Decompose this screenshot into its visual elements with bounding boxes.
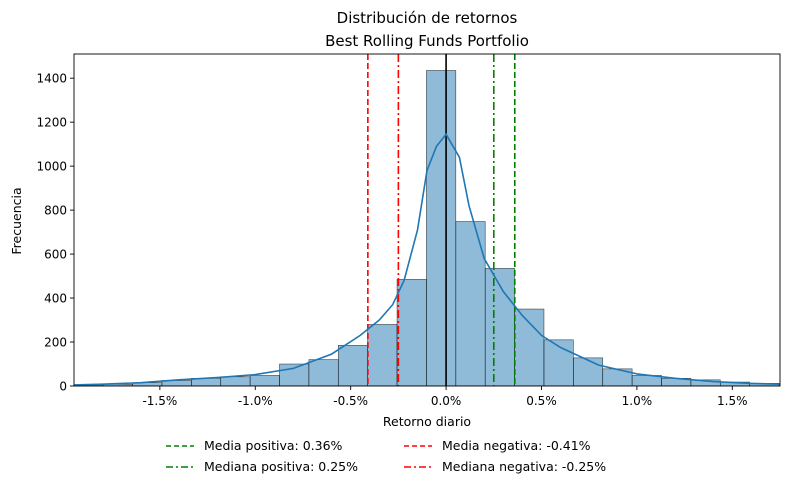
y-tick-label: 200: [44, 336, 67, 350]
histogram-bar: [367, 324, 398, 386]
y-tick-label: 1200: [36, 116, 67, 130]
histogram-bar: [337, 345, 368, 386]
y-tick-label: 800: [44, 204, 67, 218]
histogram-bar: [514, 308, 545, 386]
histogram-bar: [426, 70, 457, 386]
histogram-bar: [573, 357, 604, 386]
x-tick-label: 0.5%: [526, 394, 557, 408]
x-tick-label: -0.5%: [333, 394, 368, 408]
y-tick-label: 1000: [36, 160, 67, 174]
x-tick-label: 0.0%: [431, 394, 462, 408]
histogram-bars: [74, 70, 780, 386]
histogram-bar: [484, 268, 515, 386]
y-tick-label: 1400: [36, 72, 67, 86]
y-tick-label: 600: [44, 248, 67, 262]
y-axis-ticks: 0 200 400 600 800 1000 1200 1400: [36, 72, 74, 394]
legend-label: Media positiva: 0.36%: [204, 438, 343, 453]
reference-lines: [367, 54, 516, 386]
chart-title: Distribución de retornos: [337, 9, 518, 27]
plot-area: [73, 53, 781, 387]
y-tick-label: 400: [44, 292, 67, 306]
legend-label: Mediana negativa: -0.25%: [442, 459, 606, 474]
histogram-bar: [455, 221, 486, 386]
x-tick-label: -1.0%: [238, 394, 273, 408]
legend: Media positiva: 0.36% Mediana positiva: 0…: [166, 438, 606, 474]
x-tick-label: -1.5%: [142, 394, 177, 408]
histogram-bar: [249, 375, 280, 386]
chart-subtitle: Best Rolling Funds Portfolio: [325, 32, 529, 50]
histogram-bar: [220, 376, 251, 386]
legend-label: Media negativa: -0.41%: [442, 438, 591, 453]
legend-label: Mediana positiva: 0.25%: [204, 459, 358, 474]
y-axis-label: Frecuencia: [9, 187, 24, 254]
x-tick-label: 1.5%: [717, 394, 748, 408]
x-axis-ticks: -1.5% -1.0% -0.5% 0.0% 0.5% 1.0% 1.5%: [142, 386, 748, 408]
axes-frame: [73, 53, 781, 387]
kde-curve: [74, 132, 780, 386]
x-tick-label: 1.0%: [622, 394, 653, 408]
histogram-bar: [396, 279, 427, 386]
histogram-bar: [308, 359, 339, 386]
y-tick-label: 0: [59, 380, 67, 394]
x-axis-label: Retorno diario: [383, 414, 471, 429]
